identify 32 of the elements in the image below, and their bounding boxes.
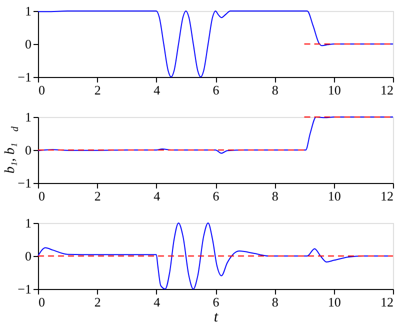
x-tick-label: 2 xyxy=(94,294,101,310)
x-tick-label: 8 xyxy=(272,82,278,98)
y-axis-title: b₁, b₁d xyxy=(3,126,21,174)
x-tick-label: 4 xyxy=(154,82,161,98)
x-tick-label: 4 xyxy=(154,188,161,204)
x-tick-label: 12 xyxy=(380,188,394,204)
y-tick-label: −1 xyxy=(18,176,32,190)
y-tick-label: 1 xyxy=(25,216,32,230)
y-tick-label: 0 xyxy=(25,142,32,158)
x-tick-label: 8 xyxy=(272,294,278,310)
x-tick-label: 2 xyxy=(94,188,101,204)
x-axis-title: t xyxy=(214,310,219,323)
y-tick-label: −1 xyxy=(18,282,32,296)
x-tick-label: 10 xyxy=(328,188,341,204)
x-tick-label: 0 xyxy=(38,82,45,98)
y-tick-label: −1 xyxy=(18,70,32,84)
x-tick-label: 2 xyxy=(94,82,101,98)
x-tick-label: 0 xyxy=(38,294,45,310)
x-tick-label: 6 xyxy=(212,82,220,98)
y-tick-label: 0 xyxy=(25,36,32,52)
x-tick-label: 10 xyxy=(328,82,341,98)
x-tick-label: 10 xyxy=(328,294,341,310)
x-tick-label: 6 xyxy=(212,294,220,310)
y-tick-label: 1 xyxy=(25,4,32,18)
y-tick-label: 0 xyxy=(25,248,32,264)
y-tick-label: 1 xyxy=(25,110,32,124)
x-tick-label: 8 xyxy=(272,188,278,204)
x-tick-label: 0 xyxy=(38,188,45,204)
x-tick-label: 12 xyxy=(380,294,394,310)
x-tick-label: 4 xyxy=(154,294,161,310)
x-tick-label: 12 xyxy=(380,82,394,98)
x-tick-label: 6 xyxy=(212,188,220,204)
